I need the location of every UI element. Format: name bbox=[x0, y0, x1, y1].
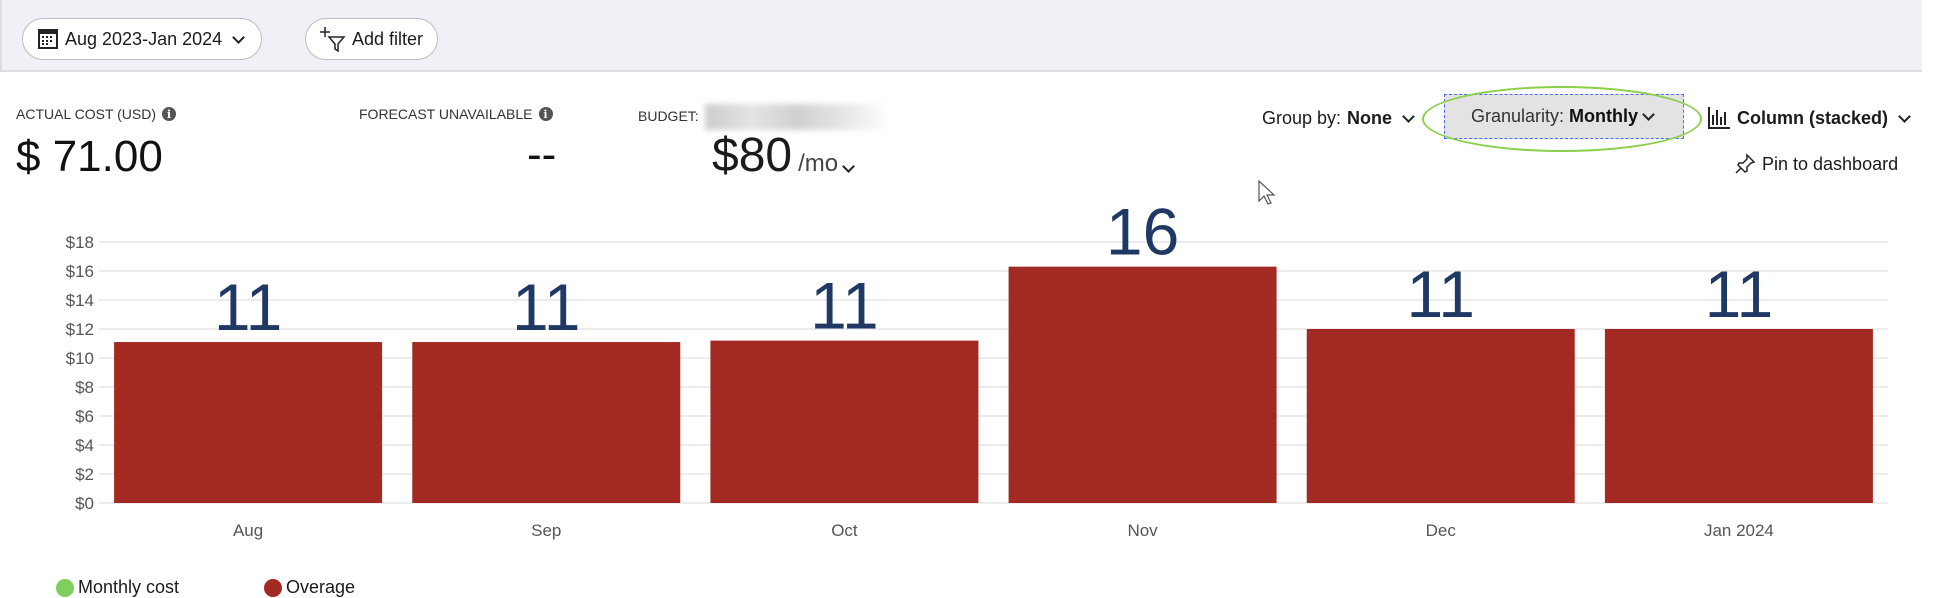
filter-bar: Aug 2023-Jan 2024 Add filter bbox=[0, 0, 1922, 72]
budget-selector[interactable]: $80 /mo bbox=[712, 128, 857, 183]
bar-annotation: 11 bbox=[810, 269, 879, 343]
bar-annotation: 16 bbox=[1106, 195, 1179, 269]
granularity-value: Monthly bbox=[1569, 106, 1639, 126]
chart-type-value: Column (stacked) bbox=[1737, 107, 1889, 128]
x-tick-label: Nov bbox=[1127, 521, 1158, 540]
legend-label: Overage bbox=[286, 577, 356, 597]
bar-annotation: 11 bbox=[1406, 257, 1475, 331]
chart-type-dropdown[interactable]: Column (stacked) bbox=[1707, 106, 1913, 130]
y-tick-label: $10 bbox=[66, 349, 94, 368]
add-filter-icon bbox=[320, 27, 346, 52]
legend-swatch-overage bbox=[264, 578, 282, 597]
legend-swatch-monthly-cost bbox=[56, 578, 74, 597]
date-range-label: Aug 2023-Jan 2024 bbox=[65, 28, 223, 49]
granularity-dropdown[interactable]: Granularity: Monthly bbox=[1444, 94, 1684, 139]
x-tick-label: Sep bbox=[531, 521, 561, 540]
mouse-cursor-icon bbox=[1258, 180, 1276, 205]
y-tick-label: $14 bbox=[66, 291, 94, 310]
legend-label: Monthly cost bbox=[78, 577, 180, 597]
x-tick-label: Dec bbox=[1426, 521, 1457, 540]
y-tick-label: $8 bbox=[75, 378, 94, 397]
date-range-button[interactable]: Aug 2023-Jan 2024 bbox=[22, 18, 263, 60]
x-tick-label: Aug bbox=[233, 521, 263, 540]
chevron-down-icon bbox=[1642, 108, 1655, 121]
bar-overage bbox=[114, 342, 383, 503]
calendar-icon bbox=[38, 29, 58, 49]
y-tick-label: $12 bbox=[66, 320, 94, 339]
granularity-label: Granularity: bbox=[1470, 106, 1565, 126]
y-tick-label: $0 bbox=[75, 494, 94, 513]
chevron-down-icon bbox=[842, 160, 855, 173]
pin-icon bbox=[1735, 153, 1756, 174]
info-icon[interactable]: i bbox=[162, 107, 177, 121]
budget-name-redacted bbox=[705, 104, 890, 130]
bar-overage bbox=[1604, 329, 1873, 503]
add-filter-label: Add filter bbox=[352, 28, 424, 49]
add-filter-button[interactable]: Add filter bbox=[305, 18, 439, 60]
pin-label: Pin to dashboard bbox=[1762, 153, 1899, 174]
actual-cost-label: ACTUAL COST (USD) i bbox=[16, 106, 177, 122]
bar-overage bbox=[1008, 266, 1277, 503]
actual-cost-value: $ 71.00 bbox=[16, 132, 163, 181]
y-tick-label: $6 bbox=[75, 407, 94, 426]
budget-unit: /mo bbox=[798, 150, 839, 177]
x-tick-label: Oct bbox=[831, 521, 858, 540]
forecast-label: FORECAST UNAVAILABLE i bbox=[359, 106, 553, 122]
forecast-value: -- bbox=[527, 130, 557, 179]
group-by-label: Group by: bbox=[1262, 108, 1342, 128]
y-tick-label: $16 bbox=[66, 262, 94, 281]
chevron-down-icon bbox=[1402, 110, 1415, 123]
bar-annotation: 11 bbox=[1705, 257, 1774, 331]
bar-annotation: 11 bbox=[214, 270, 283, 344]
legend-overage[interactable]: Overage bbox=[264, 577, 355, 598]
budget-label: BUDGET: bbox=[638, 108, 699, 124]
bar-overage bbox=[1306, 329, 1575, 503]
y-tick-label: $18 bbox=[66, 233, 94, 252]
actual-cost-label-text: ACTUAL COST (USD) bbox=[16, 106, 157, 122]
group-by-dropdown[interactable]: Group by: None bbox=[1262, 108, 1417, 129]
group-by-value: None bbox=[1347, 108, 1393, 128]
legend-monthly-cost[interactable]: Monthly cost bbox=[56, 577, 179, 598]
chevron-down-icon bbox=[232, 30, 246, 44]
cost-chart: $0 $2 $4 $6 $8 $10 $12 $14 $16 $18 11 Aug 11 Sep 11 Oct… bbox=[66, 195, 1888, 540]
forecast-label-text: FORECAST UNAVAILABLE bbox=[359, 106, 533, 122]
x-tick-label: Jan 2024 bbox=[1704, 521, 1774, 540]
bar-annotation: 11 bbox=[512, 270, 581, 344]
budget-value: $80 bbox=[712, 129, 793, 182]
y-tick-label: $2 bbox=[75, 465, 94, 484]
info-icon[interactable]: i bbox=[538, 107, 553, 121]
bar-overage bbox=[412, 342, 681, 503]
y-tick-label: $4 bbox=[75, 436, 94, 455]
bar-overage bbox=[710, 340, 979, 503]
column-chart-icon bbox=[1708, 107, 1730, 129]
pin-to-dashboard-button[interactable]: Pin to dashboard bbox=[1734, 153, 1898, 175]
chevron-down-icon bbox=[1898, 109, 1911, 123]
